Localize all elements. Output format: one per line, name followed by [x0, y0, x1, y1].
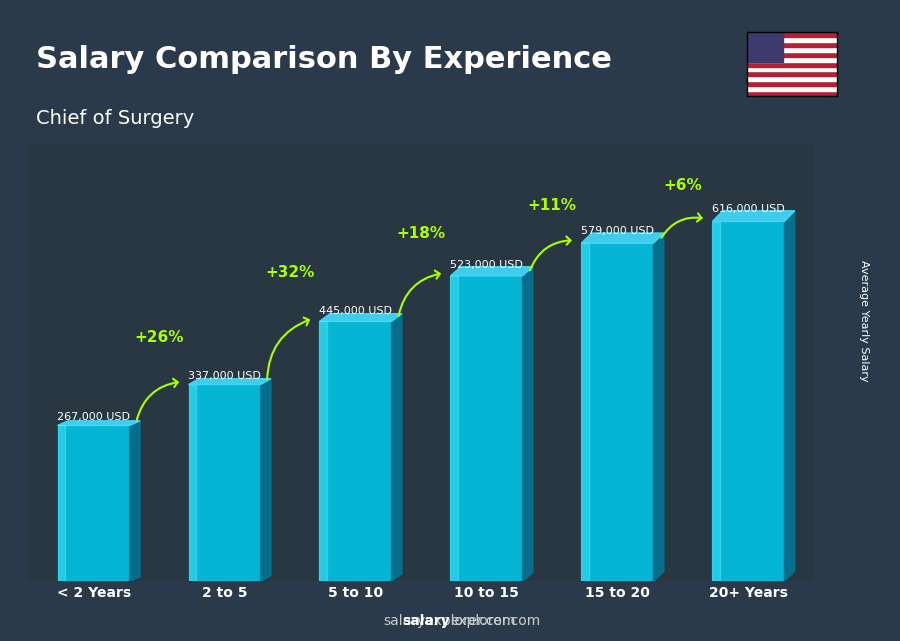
Polygon shape	[58, 420, 140, 426]
Bar	[747, 56, 837, 62]
Text: salaryexplorer.com: salaryexplorer.com	[383, 614, 517, 628]
Polygon shape	[320, 321, 328, 581]
Text: explorer.com: explorer.com	[450, 614, 540, 628]
Bar	[450, 276, 522, 581]
Text: +18%: +18%	[396, 226, 446, 242]
Bar	[747, 76, 837, 81]
Polygon shape	[450, 267, 533, 276]
Text: 445,000 USD: 445,000 USD	[319, 306, 392, 316]
Text: 523,000 USD: 523,000 USD	[450, 260, 523, 270]
Polygon shape	[653, 233, 664, 581]
Bar	[747, 81, 837, 87]
Bar	[747, 32, 783, 62]
Bar	[747, 42, 837, 47]
Bar	[747, 91, 837, 96]
Polygon shape	[581, 243, 590, 581]
Polygon shape	[320, 313, 402, 321]
Text: salary: salary	[402, 614, 450, 628]
Bar	[747, 87, 837, 91]
Text: +26%: +26%	[134, 330, 184, 345]
Polygon shape	[188, 385, 196, 581]
Text: Salary Comparison By Experience: Salary Comparison By Experience	[36, 45, 612, 74]
Polygon shape	[581, 233, 664, 243]
Text: +11%: +11%	[527, 198, 576, 213]
Polygon shape	[260, 379, 271, 581]
Polygon shape	[58, 426, 66, 581]
Polygon shape	[188, 379, 271, 385]
Polygon shape	[712, 222, 720, 581]
Bar	[320, 321, 392, 581]
Polygon shape	[392, 313, 402, 581]
Text: 267,000 USD: 267,000 USD	[57, 412, 130, 422]
Text: +6%: +6%	[663, 178, 702, 194]
Bar	[747, 62, 837, 67]
Polygon shape	[522, 267, 533, 581]
Bar	[747, 37, 837, 42]
Text: Average Yearly Salary: Average Yearly Salary	[859, 260, 869, 381]
Bar	[747, 67, 837, 72]
Bar	[747, 72, 837, 76]
Text: +32%: +32%	[266, 265, 315, 280]
Bar	[747, 32, 837, 37]
Polygon shape	[784, 211, 795, 581]
Bar	[58, 426, 130, 581]
Text: 337,000 USD: 337,000 USD	[188, 370, 261, 381]
Polygon shape	[712, 211, 795, 222]
Polygon shape	[450, 276, 458, 581]
Text: 616,000 USD: 616,000 USD	[712, 204, 785, 214]
Bar	[581, 243, 653, 581]
Bar	[747, 52, 837, 56]
Bar	[712, 222, 784, 581]
Text: 579,000 USD: 579,000 USD	[580, 226, 654, 237]
Polygon shape	[130, 420, 140, 581]
Text: Chief of Surgery: Chief of Surgery	[36, 109, 194, 128]
Bar	[188, 385, 260, 581]
Bar	[747, 47, 837, 52]
